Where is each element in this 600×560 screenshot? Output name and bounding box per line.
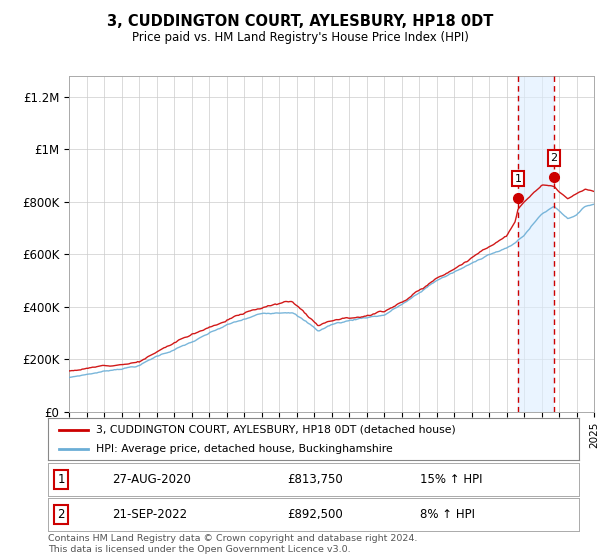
Text: 3, CUDDINGTON COURT, AYLESBURY, HP18 0DT (detached house): 3, CUDDINGTON COURT, AYLESBURY, HP18 0DT… [96, 424, 455, 435]
Text: 15% ↑ HPI: 15% ↑ HPI [420, 473, 482, 486]
Text: 1: 1 [58, 473, 65, 486]
Text: 3, CUDDINGTON COURT, AYLESBURY, HP18 0DT: 3, CUDDINGTON COURT, AYLESBURY, HP18 0DT [107, 14, 493, 29]
Text: Contains HM Land Registry data © Crown copyright and database right 2024.
This d: Contains HM Land Registry data © Crown c… [48, 534, 418, 554]
Text: Price paid vs. HM Land Registry's House Price Index (HPI): Price paid vs. HM Land Registry's House … [131, 31, 469, 44]
Text: 2: 2 [551, 153, 557, 163]
Text: 1: 1 [514, 174, 521, 184]
Text: 27-AUG-2020: 27-AUG-2020 [112, 473, 191, 486]
Text: 2: 2 [58, 508, 65, 521]
Text: 21-SEP-2022: 21-SEP-2022 [112, 508, 187, 521]
Text: 8% ↑ HPI: 8% ↑ HPI [420, 508, 475, 521]
Text: £813,750: £813,750 [287, 473, 343, 486]
Text: HPI: Average price, detached house, Buckinghamshire: HPI: Average price, detached house, Buck… [96, 444, 392, 454]
Text: £892,500: £892,500 [287, 508, 343, 521]
